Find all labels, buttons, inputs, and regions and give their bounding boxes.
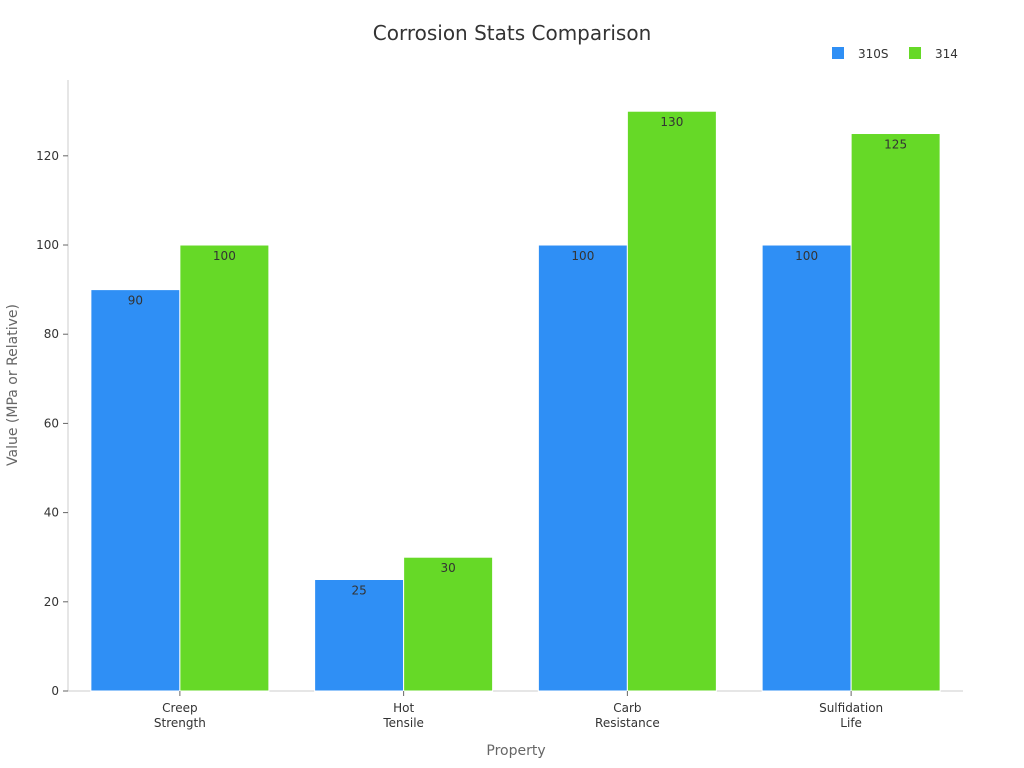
x-tick-label: Carb <box>613 701 641 715</box>
bar-310S[interactable] <box>90 289 181 692</box>
legend-label: 314 <box>935 47 958 61</box>
data-label: 100 <box>213 249 236 263</box>
y-tick-label: 100 <box>36 238 59 252</box>
x-tick-label: Resistance <box>595 716 660 730</box>
bars: 90 100 25 30 100 130 100 125 <box>90 110 941 692</box>
legend-label: 310S <box>858 47 889 61</box>
bar-314[interactable] <box>850 133 941 692</box>
data-label: 100 <box>795 249 818 263</box>
x-tick-label: Sulfidation <box>819 701 883 715</box>
y-tick-label: 60 <box>44 416 59 430</box>
y-ticks: 0 20 40 60 80 100 120 <box>36 149 68 698</box>
data-label: 100 <box>571 249 594 263</box>
y-axis-label: Value (MPa or Relative) <box>5 304 21 466</box>
chart-title: Corrosion Stats Comparison <box>373 21 652 45</box>
data-label: 25 <box>351 584 366 598</box>
bar-314[interactable] <box>179 244 270 692</box>
bar-314[interactable] <box>403 556 494 692</box>
data-label: 125 <box>884 138 907 152</box>
x-tick-label: Tensile <box>382 716 424 730</box>
x-axis-label: Property <box>486 743 545 759</box>
y-tick-label: 120 <box>36 149 59 163</box>
x-tick-label: Creep <box>162 701 197 715</box>
legend: 310S 314 <box>832 47 958 61</box>
x-tick-label: Hot <box>393 701 414 715</box>
legend-swatch <box>832 47 844 59</box>
data-label: 30 <box>440 561 455 575</box>
bar-310S[interactable] <box>761 244 852 692</box>
x-tick-label: Strength <box>154 716 206 730</box>
data-label: 90 <box>128 294 143 308</box>
y-tick-label: 40 <box>44 506 59 520</box>
y-tick-label: 80 <box>44 327 59 341</box>
data-label: 130 <box>660 115 683 129</box>
bar-314[interactable] <box>626 110 717 692</box>
y-tick-label: 20 <box>44 595 59 609</box>
bar-310S[interactable] <box>537 244 628 692</box>
y-tick-label: 0 <box>51 684 59 698</box>
legend-swatch <box>909 47 921 59</box>
x-tick-label: Life <box>840 716 862 730</box>
